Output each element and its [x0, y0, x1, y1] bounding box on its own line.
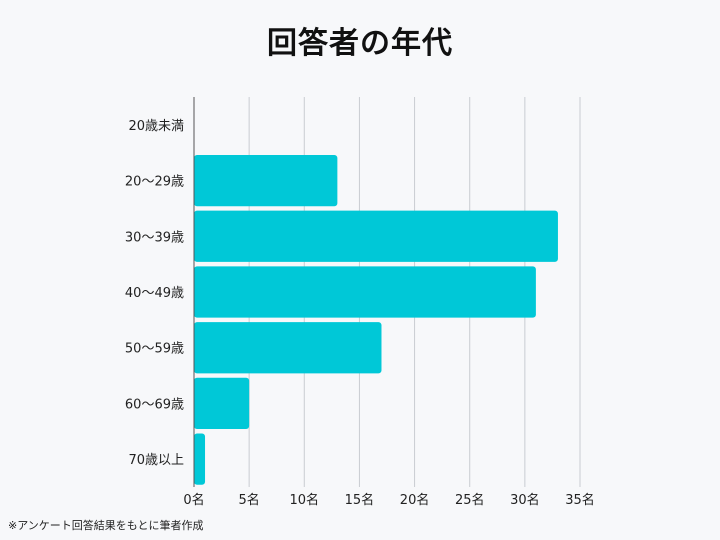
chart-title: 回答者の年代: [267, 26, 453, 61]
bar: [194, 377, 250, 430]
x-tick-label: 20名: [400, 492, 430, 508]
x-tick-label: 35名: [565, 492, 595, 508]
category-label: 60～69歳: [125, 397, 184, 412]
x-tick-label: 25名: [455, 492, 485, 508]
category-label: 50～59歳: [125, 342, 184, 357]
bar: [194, 322, 382, 374]
bar: [194, 433, 206, 485]
x-tick-label: 30名: [510, 492, 540, 508]
bar: [194, 210, 558, 262]
x-tick-label: 15名: [345, 492, 375, 508]
category-label: 20～29歳: [125, 175, 184, 190]
footnote: ※アンケート回答結果をもとに筆者作成: [8, 519, 204, 532]
x-tick-label: 10名: [290, 492, 320, 508]
bars: [194, 154, 558, 485]
category-label: 40～49歳: [125, 286, 184, 301]
bar: [194, 154, 338, 207]
bar: [194, 266, 536, 318]
category-label: 30～39歳: [125, 230, 184, 245]
x-tick-label: 5名: [239, 492, 260, 508]
x-tick-label: 0名: [183, 492, 204, 508]
category-label: 70歳以上: [128, 453, 184, 468]
labels: 0名 5名 10名 15名 20名 25名 30名 35名 20歳未満 20～29歳 30～39歳 4…: [125, 119, 595, 508]
category-label: 20歳未満: [128, 119, 184, 134]
